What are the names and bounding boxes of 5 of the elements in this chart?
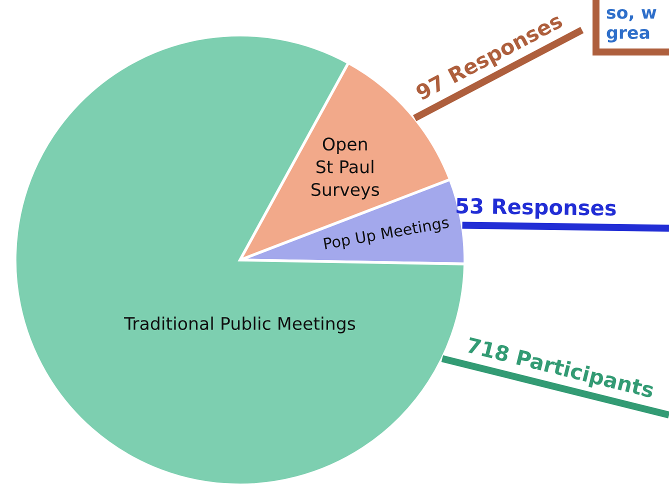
slice-label: Open St Paul Surveys xyxy=(312,137,379,200)
slice-label: Pop Up Meetings xyxy=(323,216,450,252)
data-label: 53 Responses xyxy=(456,198,616,220)
slice-label: Traditional Public Meetings xyxy=(124,316,356,334)
text: so, w grea xyxy=(606,8,656,43)
